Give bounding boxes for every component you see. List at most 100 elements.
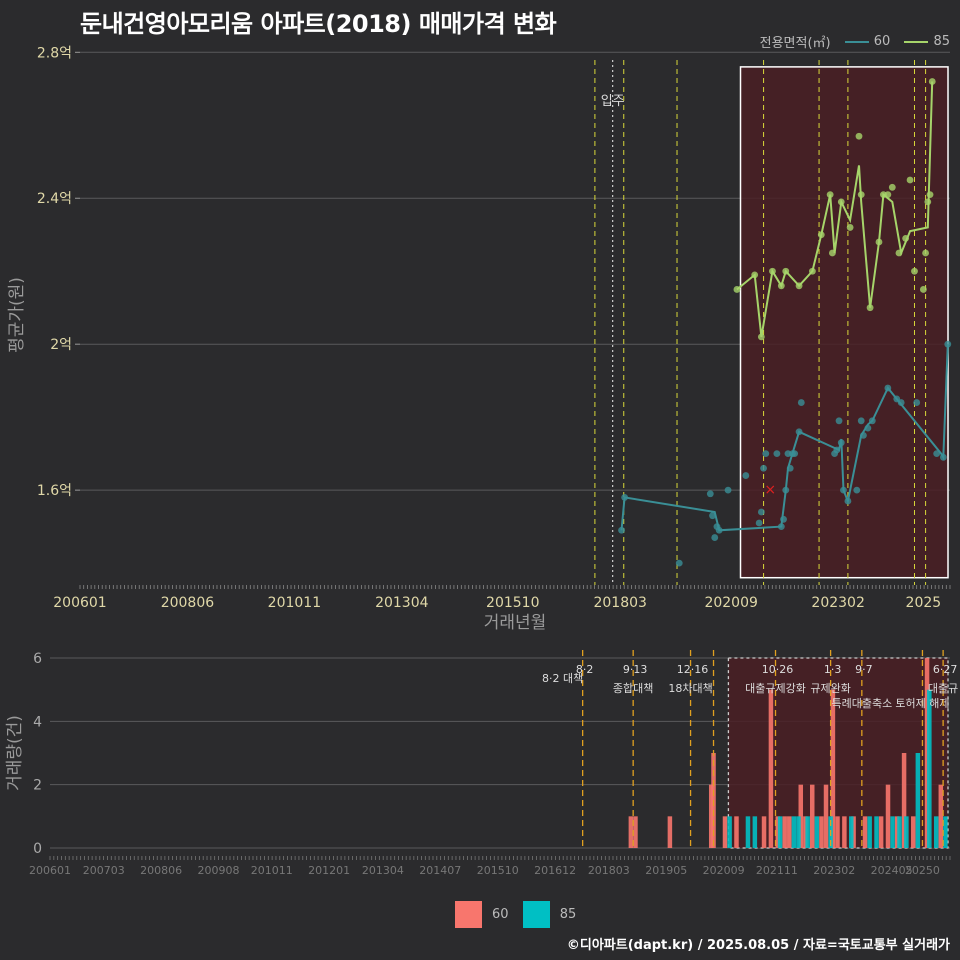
x-tick-label: 200908 — [198, 864, 240, 877]
x-tick-label: 201803 — [593, 595, 646, 611]
legend-title: 전용면적(㎡) — [759, 36, 831, 51]
data-point-60 — [742, 472, 750, 479]
legend-box-60 — [455, 901, 482, 928]
data-point-60 — [791, 450, 799, 458]
x-tick-label: 2025 — [906, 595, 942, 611]
data-point-85 — [866, 304, 874, 312]
bar-85 — [849, 816, 854, 848]
source-credit: ©디아파트(dapt.kr) / 2025.08.05 / 자료=국토교통부 실… — [566, 938, 950, 953]
bar-60 — [823, 784, 829, 848]
policy-date: 10·26 — [762, 663, 794, 676]
data-point-85 — [919, 286, 927, 293]
bar-85 — [777, 816, 783, 848]
marker-x: × — [764, 482, 776, 498]
data-point-60 — [786, 464, 794, 472]
x-tick-label: 202302 — [811, 595, 864, 611]
data-point-85 — [924, 198, 932, 206]
bar-60 — [842, 816, 847, 848]
bar-85 — [933, 816, 939, 848]
bar-60 — [830, 689, 836, 848]
policy-label: 8·2 대책 — [542, 672, 583, 685]
bar-60 — [901, 753, 907, 848]
bar-85 — [745, 816, 751, 848]
x-tick-label: 200601 — [53, 595, 106, 611]
data-point-60 — [939, 453, 947, 461]
data-point-85 — [837, 198, 845, 206]
data-point-60 — [944, 340, 952, 348]
x-tick-label: 202009 — [703, 864, 745, 877]
x-tick-label: 201304 — [362, 864, 404, 877]
data-point-85 — [875, 238, 883, 246]
volume-legend: 60 85 — [445, 901, 576, 928]
data-point-85 — [782, 267, 790, 275]
bar-60 — [798, 784, 804, 848]
data-point-85 — [795, 282, 803, 290]
data-point-60 — [777, 523, 785, 531]
data-point-60 — [711, 534, 719, 541]
data-point-85 — [902, 234, 910, 242]
x-tick-label: 201612 — [534, 864, 576, 877]
x-tick-label: 201011 — [268, 595, 321, 611]
bar-85 — [752, 816, 758, 848]
x-tick-label: 200806 — [140, 864, 182, 877]
bar-85 — [805, 816, 810, 848]
y-tick-label: 2 — [33, 778, 42, 794]
data-point-85 — [777, 282, 785, 290]
bar-85 — [791, 816, 797, 848]
data-point-60 — [853, 486, 861, 494]
data-point-60 — [715, 526, 723, 534]
bar-85 — [867, 816, 872, 848]
data-point-85 — [857, 191, 865, 198]
bar-60 — [862, 816, 868, 848]
x-tick-label: 201407 — [419, 864, 461, 877]
x-tick-label: 200601 — [29, 864, 71, 877]
bar-60 — [851, 816, 856, 848]
bar-60 — [708, 784, 714, 848]
volume-chart: 0 2 4 6 8·28·2 대책 9·13 종합대책 12·16 18차대책 10·26 대출규제… — [5, 650, 958, 877]
x-tick-label: 201510 — [477, 864, 519, 877]
data-point-60 — [755, 519, 763, 527]
data-point-60 — [835, 417, 843, 425]
policy-date: 12·16 — [677, 663, 709, 676]
data-point-60 — [709, 512, 716, 520]
y-tick-label: 0 — [33, 841, 42, 857]
volume-legend-label-85: 85 — [559, 907, 577, 922]
data-point-60 — [724, 486, 732, 494]
data-point-85 — [751, 271, 759, 279]
data-point-60 — [844, 497, 852, 505]
bar-60 — [787, 816, 792, 848]
data-point-60 — [675, 559, 683, 567]
bar-60 — [761, 816, 767, 848]
policy-label: 특례대출축소 — [831, 697, 892, 710]
move-in-label: 입주 — [601, 94, 625, 109]
bar-60 — [835, 816, 840, 848]
data-point-60 — [897, 399, 905, 406]
legend-label-85: 85 — [933, 34, 950, 49]
data-point-85 — [817, 231, 825, 239]
y-tick-label: 2.4억 — [37, 191, 72, 207]
bar-60 — [819, 816, 824, 848]
data-point-60 — [762, 450, 770, 458]
x-tick-label: 201510 — [486, 595, 539, 611]
bar-60 — [803, 816, 808, 848]
bar-85 — [927, 689, 932, 848]
chart-title: 둔내건영아모리움 아파트(2018) 매매가격 변화 — [80, 10, 557, 38]
policy-label: 토허제 해제 — [895, 696, 949, 710]
bar-85 — [890, 816, 895, 848]
bar-60 — [894, 816, 900, 848]
policy-date: 1·3 — [824, 663, 842, 676]
bar-60 — [667, 816, 673, 848]
y-tick-label: 1.6억 — [37, 483, 72, 499]
policy-label: 종합대책 — [613, 682, 653, 695]
bar-60 — [775, 816, 781, 848]
bar-60 — [911, 816, 916, 848]
data-point-85 — [922, 249, 929, 257]
x-tick-label: 202111 — [756, 864, 798, 877]
legend-label-60: 60 — [873, 34, 891, 49]
x-tick-label: 201304 — [375, 595, 429, 611]
data-point-85 — [906, 176, 914, 184]
data-point-60 — [913, 399, 921, 406]
y-axis-title: 평균가(원) — [7, 277, 27, 353]
